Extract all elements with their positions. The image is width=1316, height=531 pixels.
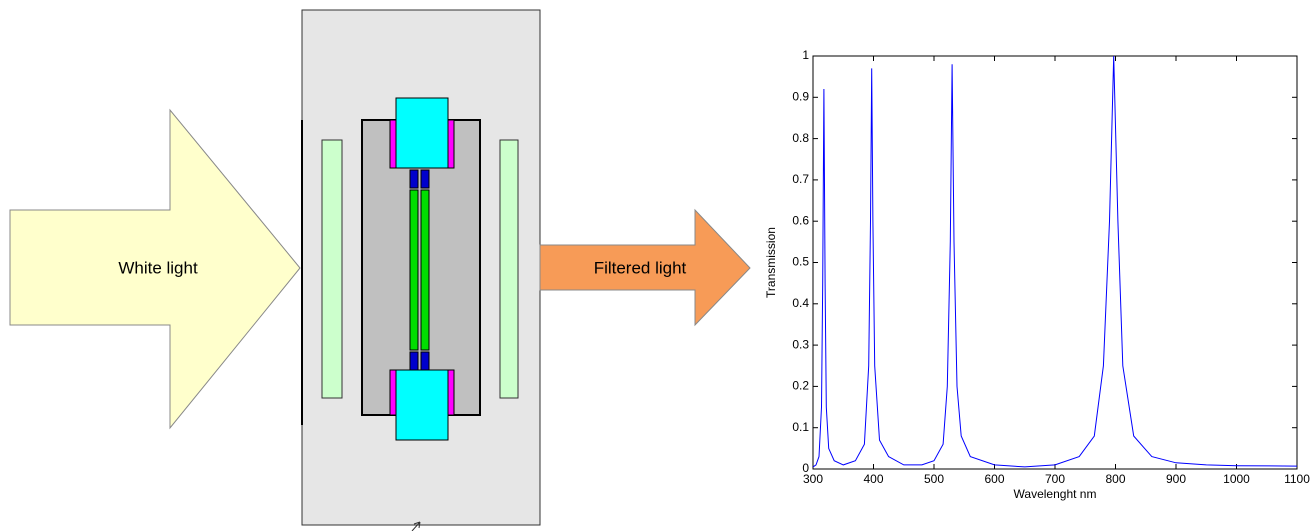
right-plate: [499, 139, 519, 399]
blue-spacer: [420, 351, 430, 371]
x-tick-label: 900: [1166, 472, 1186, 486]
y-tick-label: 0: [802, 461, 809, 475]
x-tick-label: 500: [924, 472, 944, 486]
y-tick-label: 0.2: [792, 379, 809, 393]
green-mirror: [420, 189, 430, 351]
cyan-block: [395, 97, 449, 169]
y-tick-label: 0.6: [792, 213, 809, 227]
x-tick-label: 600: [984, 472, 1004, 486]
line-series: [812, 55, 1298, 468]
y-tick-label: 0.3: [792, 337, 809, 351]
blue-spacer: [409, 169, 419, 189]
output-label: Filtered light: [594, 258, 687, 277]
diagram: White light Filtered light: [9, 9, 751, 531]
x-tick-label: 700: [1045, 472, 1065, 486]
cyan-block: [395, 369, 449, 441]
y-tick-label: 1: [802, 48, 809, 62]
left-plate: [321, 139, 343, 399]
x-tick-label: 1000: [1223, 472, 1250, 486]
y-axis-label: Transmission: [764, 227, 778, 298]
small-arrow: [411, 521, 421, 531]
x-axis-label: Wavelenght nm: [1014, 487, 1097, 501]
y-tick-label: 0.8: [792, 131, 809, 145]
y-tick-label: 0.9: [792, 89, 809, 103]
chart: 300 400 500 600 700 800 900 1000 1100 0 0.1 0.2 0.3 0…: [764, 48, 1310, 501]
x-tick-label: 300: [803, 472, 823, 486]
blue-spacer: [420, 169, 430, 189]
blue-spacer: [409, 351, 419, 371]
x-tick-label: 1100: [1284, 472, 1310, 486]
output-arrow: [539, 208, 751, 327]
y-tick-label: 0.4: [792, 296, 809, 310]
y-tick-label: 0.7: [792, 172, 809, 186]
y-tick-label: 0.1: [792, 420, 809, 434]
y-tick-label: 0.5: [792, 255, 809, 269]
input-label: White light: [118, 258, 198, 277]
green-mirror: [409, 189, 419, 351]
x-tick-label: 400: [863, 472, 883, 486]
input-arrow: [9, 108, 301, 430]
plot-area: [812, 55, 1298, 470]
x-tick-label: 800: [1105, 472, 1125, 486]
